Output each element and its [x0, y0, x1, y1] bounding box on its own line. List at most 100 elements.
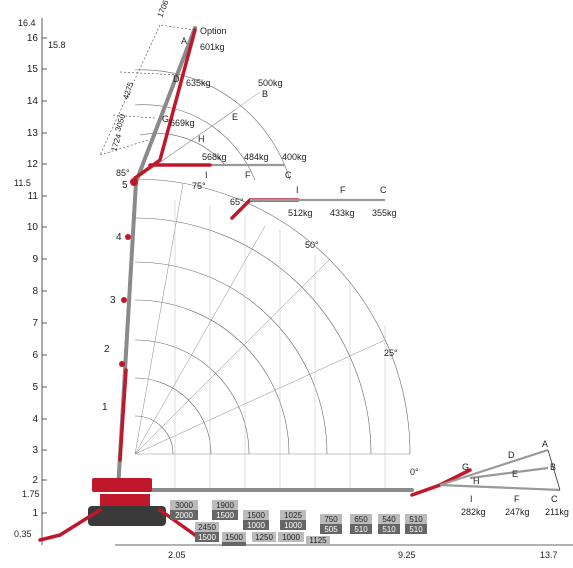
height-label-1-75: 1.75: [22, 489, 40, 499]
boom-section-5: 5: [122, 180, 128, 191]
top-jib-points: A D G H B E I F C: [162, 36, 292, 180]
low-point-c: C: [551, 494, 558, 504]
angle-85: 85°: [116, 168, 130, 178]
y-axis-tick-labels: 1 2 3 4 5 6 7 8 9 10 11 12 13 14 15 16: [27, 33, 39, 519]
low-point-f: F: [514, 494, 520, 504]
box-top-8: 750: [324, 515, 338, 524]
top-load-669: 669kg: [170, 118, 195, 128]
y-tick-16: 16: [27, 33, 39, 44]
y-tick-8: 8: [32, 286, 38, 297]
x-label-9-25: 9.25: [398, 550, 416, 560]
mid-jib-loads: 512kg 433kg 355kg: [288, 208, 397, 218]
low-point-i: I: [470, 494, 473, 504]
top-load-484: 484kg: [244, 152, 269, 162]
y-tick-14: 14: [27, 96, 39, 107]
box-top-4: 1500: [247, 511, 265, 520]
height-label-0-35: 0.35: [14, 529, 32, 539]
top-jib-loads: 601kg 635kg 669kg 500kg 568kg 484kg 400k…: [170, 42, 307, 162]
low-point-d: D: [508, 450, 515, 460]
angle-65: 65°: [230, 197, 244, 207]
box-bottom-0: 2450: [198, 523, 216, 532]
box-bottom-2: 1500: [225, 533, 243, 542]
low-point-g: G: [462, 462, 469, 472]
angle-50: 50°: [305, 240, 319, 250]
box-top-5: 1000: [247, 521, 265, 530]
x-label-2-05: 2.05: [168, 550, 186, 560]
angle-0: 0°: [410, 467, 419, 477]
box-top-0: 3000: [175, 501, 193, 510]
top-load-635: 635kg: [186, 78, 211, 88]
low-load-211: 211kg: [545, 507, 569, 517]
low-jib-frame: [439, 448, 561, 492]
top-point-e: E: [232, 112, 238, 122]
mid-jib-points: I F C: [296, 185, 387, 195]
dim-4275: 4275: [121, 80, 135, 100]
low-point-a: A: [542, 439, 548, 449]
y-axis-ticks: [42, 37, 47, 514]
boom-section-1: 1: [102, 402, 108, 413]
crawler-base: [38, 478, 217, 542]
boom-cylinder: [118, 368, 128, 462]
y-tick-13: 13: [27, 128, 39, 139]
y-tick-1: 1: [32, 508, 38, 519]
y-tick-5: 5: [32, 382, 38, 393]
angle-75: 75°: [192, 181, 206, 191]
box-top-13: 510: [382, 525, 396, 534]
mid-point-i: I: [296, 185, 299, 195]
box-top-9: 505: [324, 525, 338, 534]
box-top-7: 1000: [284, 521, 302, 530]
dim-1706: 1706: [156, 0, 171, 19]
x-axis-labels: 2.05 9.25 13.7: [168, 550, 558, 560]
height-label-16-4: 16.4: [18, 18, 36, 28]
box-top-14: 510: [409, 515, 423, 524]
top-load-568: 568kg: [202, 152, 227, 162]
option-label: Option: [200, 26, 227, 36]
mid-point-f: F: [340, 185, 346, 195]
angle-labels: 85° 75° 65° 50° 25° 0°: [116, 168, 419, 477]
low-point-b: B: [550, 462, 556, 472]
box-top-6: 1025: [284, 511, 302, 520]
dimension-lines: [99, 24, 196, 156]
box-bottom-4: 1000: [282, 533, 300, 542]
top-load-400: 400kg: [282, 152, 307, 162]
mid-load-433: 433kg: [330, 208, 355, 218]
low-jib-loads: 282kg 247kg 211kg: [461, 507, 569, 517]
box-bottom-3: 1250: [255, 533, 273, 542]
y-tick-10: 10: [27, 222, 39, 233]
box-bottom-1: 1500: [198, 533, 216, 542]
top-point-c: C: [285, 170, 292, 180]
angle-25: 25°: [384, 348, 398, 358]
top-point-b: B: [262, 89, 268, 99]
vertical-grid-lines: [174, 200, 386, 490]
box-top-1: 2000: [175, 511, 193, 520]
working-range-rays: [134, 91, 410, 455]
top-load-500: 500kg: [258, 78, 283, 88]
top-point-g: G: [162, 114, 169, 124]
load-box-labels-bottom: 2450 1500 1500 1250 1000 1125: [198, 523, 327, 545]
y-tick-6: 6: [32, 350, 38, 361]
mid-point-c: C: [380, 185, 387, 195]
low-jib-points: A G D E B H I F C: [462, 439, 558, 504]
top-point-h: H: [198, 134, 205, 144]
top-point-a: A: [181, 36, 187, 46]
box-top-2: 1900: [216, 501, 234, 510]
low-point-e: E: [512, 469, 518, 479]
dimension-labels: 1706 4275 3050 1724: [109, 0, 170, 153]
box-top-10: 650: [354, 515, 368, 524]
low-load-282: 282kg: [461, 507, 486, 517]
y-tick-12: 12: [27, 159, 39, 170]
load-box-labels-top: 3000 2000 1900 1500 1500 1000 1025 1000 …: [175, 501, 423, 534]
box-top-12: 540: [382, 515, 396, 524]
y-axis-height-labels: 16.4 15.8 11.5 1.75 0.35: [14, 18, 66, 539]
boom-section-2: 2: [104, 344, 110, 355]
boom-section-3: 3: [110, 295, 116, 306]
dim-1724: 1724: [109, 132, 123, 152]
height-label-15-8: 15.8: [48, 40, 66, 50]
boom-joints: [119, 178, 138, 367]
boom-section-4: 4: [116, 232, 122, 243]
box-bottom-5: 1125: [309, 536, 327, 545]
y-tick-11: 11: [28, 191, 39, 202]
y-tick-15: 15: [27, 64, 39, 75]
y-tick-3: 3: [32, 445, 38, 456]
top-point-f: F: [245, 170, 251, 180]
